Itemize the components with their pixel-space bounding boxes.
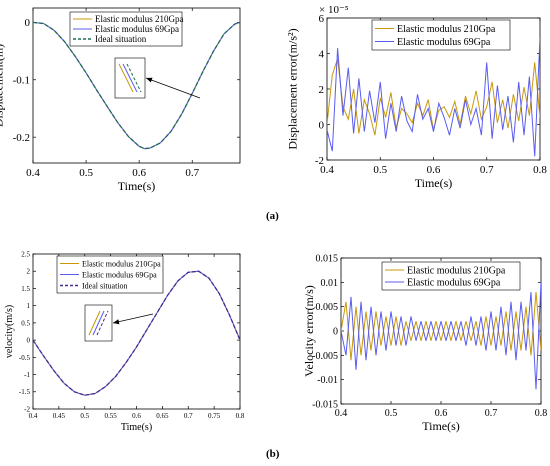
series-line-3 (33, 21, 240, 150)
y-tick-label: -1.5 (19, 388, 31, 396)
y-axis-label: Velocity error(m/s) (302, 285, 316, 377)
x-tick-label: 0.45 (53, 412, 66, 420)
x-axis-label: Time(s) (118, 179, 156, 193)
plot-frame (32, 7, 241, 164)
y-tick-label: 0.005 (316, 302, 339, 313)
legend-box (371, 19, 511, 51)
x-tick-label: 0.6 (427, 164, 441, 176)
y-tick-label: 1.5 (21, 285, 30, 293)
x-axis-label: Time(s) (121, 422, 152, 433)
legend-label: Ideal situation (95, 34, 147, 44)
legend-label: Elastic modulus 69Gpa (397, 37, 491, 48)
legend-label: Ideal situation (82, 281, 128, 290)
y-axis-label: velocity(m/s) (4, 305, 15, 358)
y-tick-label: 0.015 (316, 254, 339, 265)
x-tick-label: 0.7 (185, 167, 199, 179)
y-tick-label: -2 (24, 405, 30, 413)
y-tick-label: 2.5 (21, 250, 30, 258)
x-tick-label: 0.55 (105, 412, 118, 420)
chart-a_left (32, 7, 241, 164)
series-line-2 (327, 37, 540, 157)
legend-label: Elastic modulus 210Gpa (95, 14, 184, 24)
x-tick-label: 0.7 (184, 412, 193, 420)
y-tick-label: 0.5 (21, 319, 30, 327)
x-tick-label: 0.4 (320, 164, 334, 176)
legend-label: Elastic modulus 69Gpa (407, 278, 501, 289)
inset-series-line-3 (126, 63, 142, 93)
inset-arrow (112, 313, 154, 324)
series-line-1 (341, 292, 541, 361)
legend-label: Elastic modulus 69Gpa (82, 270, 157, 279)
x-axis-label: Time(s) (422, 419, 460, 433)
caption-b: (b) (266, 448, 280, 460)
y-tick-label: -0.01 (317, 375, 338, 386)
y-tick-label: -0.1 (13, 75, 30, 87)
x-tick-label: 0.6 (435, 408, 448, 419)
y-tick-label: 0 (333, 327, 338, 338)
legend-label: Elastic modulus 210Gpa (407, 266, 506, 277)
y-tick-label: 0 (319, 119, 325, 131)
y-tick-label: 2 (27, 268, 31, 276)
legend-label: Elastic modulus 69Gpa (95, 24, 179, 34)
x-tick-label: 0.65 (156, 412, 169, 420)
x-tick-label: 0.5 (385, 408, 398, 419)
x-axis-label: Time(s) (415, 176, 453, 190)
x-tick-label: 0.5 (80, 412, 89, 420)
inset-series-line-2 (122, 63, 138, 93)
y-tick-label: 4 (319, 48, 325, 60)
series-line-2 (341, 282, 541, 390)
y-axis-label: Displacement error(m/s²) (286, 28, 300, 149)
x-tick-label: 0.7 (480, 164, 494, 176)
x-tick-label: 0.6 (132, 167, 146, 179)
y-tick-label: 0 (27, 337, 31, 345)
x-tick-label: 0.4 (29, 412, 38, 420)
y-tick-label: -0.005 (312, 351, 338, 362)
y-tick-label: -0.015 (312, 400, 338, 411)
legend-label: Elastic modulus 210Gpa (397, 24, 496, 35)
y-tick-label: -0.5 (19, 354, 31, 362)
y-tick-label: 0.01 (321, 278, 339, 289)
y-tick-label: 6 (319, 13, 325, 25)
y-tick-label: 2 (319, 84, 325, 96)
inset-series-line-2 (92, 310, 105, 336)
caption-a: (a) (266, 210, 279, 222)
inset-arrowhead (113, 319, 120, 325)
inset-arrowhead (146, 77, 153, 83)
inset-arrow (145, 77, 201, 99)
x-tick-label: 0.5 (79, 167, 93, 179)
y-tick-label: -1 (24, 371, 30, 379)
series-line-3 (33, 270, 240, 396)
x-tick-label: 0.8 (535, 408, 548, 419)
x-tick-label: 0.7 (485, 408, 498, 419)
x-tick-label: 0.4 (335, 408, 348, 419)
x-tick-label: 0.6 (132, 412, 141, 420)
y-axis-label: Displacement(m) (0, 44, 6, 127)
inset-series-line-1 (88, 310, 101, 336)
legend-label: Elastic modulus 210Gpa (82, 259, 161, 268)
y-tick-label: 1 (27, 302, 31, 310)
chart-b_right (340, 257, 542, 405)
inset-series-line-3 (96, 310, 109, 336)
legend-box (381, 261, 521, 291)
y-tick-label: 0 (25, 17, 31, 29)
y-tick-label: -2 (315, 155, 324, 167)
chart-b_left (32, 253, 241, 410)
x-tick-label: 0.8 (236, 412, 245, 420)
x-tick-label: 0.8 (533, 164, 547, 176)
chart-a_right (326, 17, 541, 161)
x-tick-label: 0.4 (26, 167, 40, 179)
y-tick-label: -0.2 (13, 132, 30, 144)
x-tick-label: 0.75 (208, 412, 221, 420)
inset-series-line-1 (118, 63, 134, 93)
y-exponent-label: × 10⁻⁵ (319, 4, 349, 16)
x-tick-label: 0.5 (373, 164, 387, 176)
